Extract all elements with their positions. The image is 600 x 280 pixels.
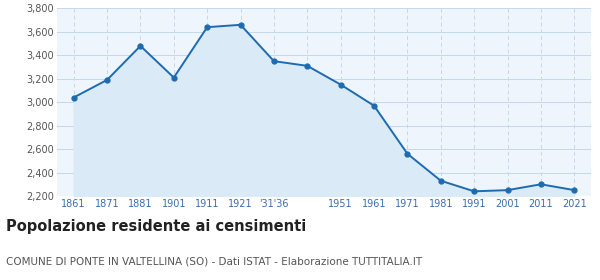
Text: COMUNE DI PONTE IN VALTELLINA (SO) - Dati ISTAT - Elaborazione TUTTITALIA.IT: COMUNE DI PONTE IN VALTELLINA (SO) - Dat…: [6, 256, 422, 267]
Text: Popolazione residente ai censimenti: Popolazione residente ai censimenti: [6, 219, 306, 234]
